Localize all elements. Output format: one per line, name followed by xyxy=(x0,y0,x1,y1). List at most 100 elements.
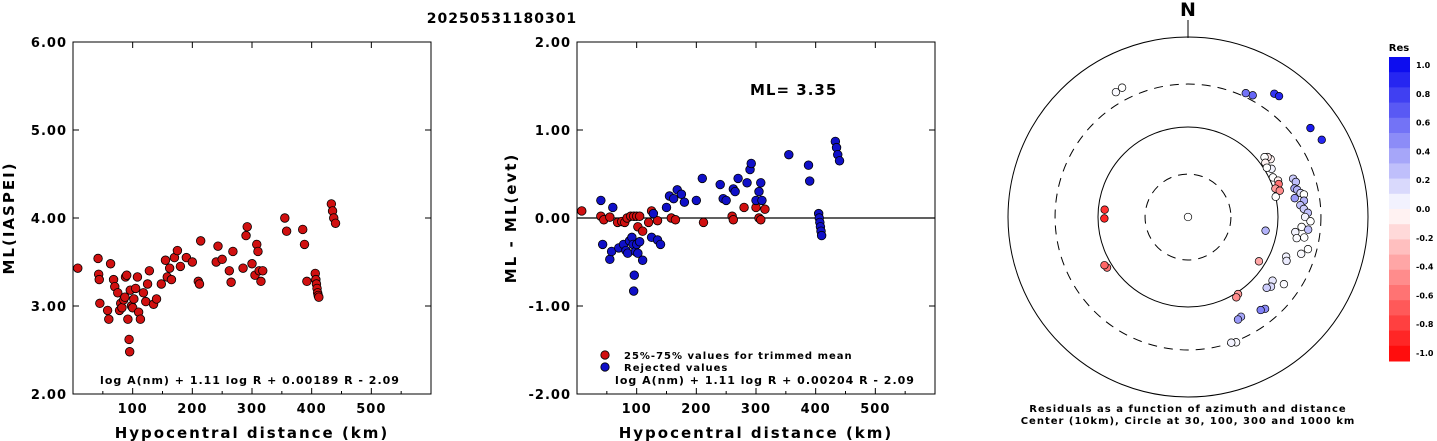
panel2-formula: log A(nm) + 1.11 log R + 0.00204 R - 2.0… xyxy=(615,374,915,387)
data-point xyxy=(156,279,167,289)
colorbar-cell xyxy=(1389,87,1410,104)
data-point xyxy=(637,255,648,265)
data-point xyxy=(124,347,135,357)
colorbar-ticks: 1.0 0.8 0.6 0.4 0.2 0.0 -0.2 -0.4 -0.6 -0.8 -1.0 xyxy=(1416,61,1434,358)
colorbar-cell xyxy=(1389,102,1410,119)
station-residual-point xyxy=(1111,87,1121,97)
panel2-x-label: Hypocentral distance (km) xyxy=(619,424,894,441)
station-residual-point xyxy=(1292,233,1301,243)
colorbar-tick-label: 0.6 xyxy=(1416,119,1431,128)
data-point xyxy=(187,257,198,267)
data-point xyxy=(253,246,263,257)
station-residual-point xyxy=(1275,186,1284,195)
data-point xyxy=(805,176,815,186)
data-point xyxy=(160,255,171,265)
data-point xyxy=(280,213,290,223)
data-point xyxy=(756,215,766,225)
colorbar-cell xyxy=(1389,148,1410,164)
data-point xyxy=(756,178,766,188)
data-point xyxy=(754,186,764,197)
data-point xyxy=(623,248,633,258)
data-point xyxy=(132,272,143,282)
y-tick-label: 2.00 xyxy=(31,388,67,403)
colorbar-tick-label: 1.0 xyxy=(1416,61,1431,70)
legend-label-trimmed: 25%-75% values for trimmed mean xyxy=(624,351,853,362)
data-point xyxy=(299,239,310,250)
data-point xyxy=(256,276,266,287)
data-point xyxy=(298,224,308,235)
data-point xyxy=(141,296,151,307)
data-point xyxy=(129,294,139,304)
data-point xyxy=(151,294,162,304)
colorbar-tick-label: -0.2 xyxy=(1416,234,1434,243)
colorbar-cell xyxy=(1389,163,1410,180)
data-point xyxy=(164,263,175,273)
data-point xyxy=(679,197,690,207)
figure-title: 20250531180301 xyxy=(427,11,577,27)
data-point xyxy=(803,160,814,170)
data-point xyxy=(757,195,767,206)
colorbar-cell xyxy=(1389,330,1410,347)
colorbar-title: Res xyxy=(1389,43,1409,54)
ml-annotation: ML= 3.35 xyxy=(750,81,837,99)
colorbar-cell xyxy=(1389,224,1410,240)
data-point xyxy=(138,288,149,298)
panel1-points xyxy=(73,199,341,357)
panel2-y-ticks: -2.00 -1.00 0.00 1.00 2.00 xyxy=(529,36,935,403)
station-residual-point xyxy=(1300,212,1310,222)
station-residual-point xyxy=(1117,83,1127,92)
colorbar-cell xyxy=(1389,72,1410,88)
data-point xyxy=(113,288,123,298)
data-point xyxy=(676,189,687,199)
data-point xyxy=(648,208,659,219)
data-point xyxy=(816,230,827,241)
data-point xyxy=(691,195,702,206)
panel2-y-label: ML - ML(evt) xyxy=(502,153,520,283)
data-point xyxy=(746,158,756,169)
data-point xyxy=(224,266,235,276)
colorbar-tick-label: -1.0 xyxy=(1416,349,1434,358)
x-tick-label: 500 xyxy=(860,402,890,417)
station-residual-point xyxy=(1306,123,1315,133)
data-point xyxy=(228,246,238,257)
y-tick-label: 5.00 xyxy=(31,124,67,139)
data-point xyxy=(643,217,654,228)
data-point xyxy=(739,202,749,213)
x-tick-label: 100 xyxy=(622,402,652,417)
polar-caption-line-1: Residuals as a function of azimuth and d… xyxy=(1029,404,1346,415)
data-point xyxy=(605,212,615,222)
colorbar-cell xyxy=(1389,193,1410,210)
station-residual-point xyxy=(1317,135,1326,144)
polar-points xyxy=(1100,83,1326,347)
colorbar-cell xyxy=(1389,269,1410,286)
station-residual-point xyxy=(1279,280,1289,289)
data-point xyxy=(175,261,186,272)
data-point xyxy=(652,215,663,226)
panel1-y-label: ML(IASPEI) xyxy=(0,161,18,274)
ring-1000km xyxy=(1007,36,1369,398)
polar-caption-line-2: Center (10km), Circle at 30, 100, 300 an… xyxy=(1021,416,1356,427)
data-point xyxy=(93,253,103,264)
station-residual-point xyxy=(1282,256,1291,266)
data-point xyxy=(213,241,223,251)
residual-colorbar: Res 1.0 0.8 0.6 0.4 0.2 0.0 -0.2 -0.4 -0.6 -0.8 -1… xyxy=(1389,43,1434,362)
station-residual-point xyxy=(1248,91,1257,100)
station-residual-point xyxy=(1233,315,1243,324)
data-point xyxy=(634,211,645,221)
data-point xyxy=(698,217,709,228)
colorbar-cell xyxy=(1389,57,1410,73)
station-residual-point xyxy=(1261,226,1270,235)
station-residual-point xyxy=(1262,283,1271,292)
x-tick-label: 400 xyxy=(297,402,327,417)
data-point xyxy=(330,218,341,228)
colorbar-tick-label: 0.0 xyxy=(1416,205,1431,214)
data-point xyxy=(596,195,606,206)
y-tick-label: 4.00 xyxy=(31,212,67,227)
colorbar-tick-label: 0.8 xyxy=(1416,90,1431,99)
y-tick-label: 1.00 xyxy=(535,124,571,139)
data-point xyxy=(670,215,681,225)
x-tick-label: 400 xyxy=(801,402,831,417)
data-point xyxy=(634,237,645,247)
station-residual-point xyxy=(1232,293,1241,302)
data-point xyxy=(784,149,794,160)
